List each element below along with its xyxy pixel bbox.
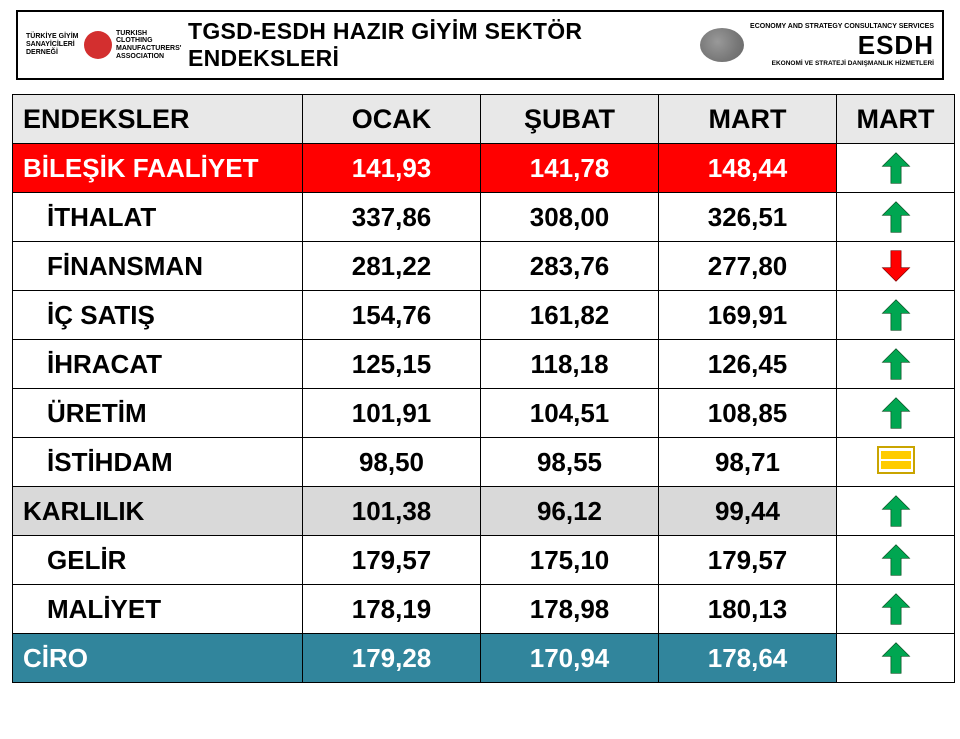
row-name: FİNANSMAN <box>13 242 303 291</box>
row-value: 148,44 <box>659 144 837 193</box>
row-name: ÜRETİM <box>13 389 303 438</box>
col-header: MART <box>659 95 837 144</box>
table-row: BİLEŞİK FAALİYET141,93141,78148,44 <box>13 144 955 193</box>
row-value: 178,64 <box>659 634 837 683</box>
col-header: ENDEKSLER <box>13 95 303 144</box>
table-row: İÇ SATIŞ154,76161,82169,91 <box>13 291 955 340</box>
left-logo-text-en: TURKISH CLOTHING MANUFACTURERS' ASSOCIAT… <box>116 30 174 61</box>
table-row: İHRACAT125,15118,18126,45 <box>13 340 955 389</box>
table-row: İSTİHDAM98,5098,5598,71 <box>13 438 955 487</box>
trend-cell <box>837 438 955 487</box>
trend-cell <box>837 193 955 242</box>
trend-cell <box>837 487 955 536</box>
row-value: 337,86 <box>303 193 481 242</box>
row-value: 98,71 <box>659 438 837 487</box>
up-arrow-icon <box>879 494 913 528</box>
row-name: MALİYET <box>13 585 303 634</box>
row-value: 283,76 <box>481 242 659 291</box>
up-arrow-icon <box>879 641 913 675</box>
table-row: MALİYET178,19178,98180,13 <box>13 585 955 634</box>
row-value: 141,78 <box>481 144 659 193</box>
row-value: 104,51 <box>481 389 659 438</box>
table-header-row: ENDEKSLER OCAK ŞUBAT MART MART <box>13 95 955 144</box>
table-row: İTHALAT337,86308,00326,51 <box>13 193 955 242</box>
table-row: GELİR179,57175,10179,57 <box>13 536 955 585</box>
row-value: 180,13 <box>659 585 837 634</box>
row-value: 96,12 <box>481 487 659 536</box>
col-header: ŞUBAT <box>481 95 659 144</box>
up-arrow-icon <box>879 298 913 332</box>
left-logo: TÜRKİYE GİYİM SANAYİCİLERİ DERNEĞİ TURKI… <box>26 30 174 61</box>
row-value: 179,57 <box>303 536 481 585</box>
table-row: FİNANSMAN281,22283,76277,80 <box>13 242 955 291</box>
table-row: KARLILIK101,3896,1299,44 <box>13 487 955 536</box>
left-logo-icon <box>84 31 112 59</box>
row-value: 98,55 <box>481 438 659 487</box>
right-logo-bottom: EKONOMİ VE STRATEJİ DANIŞMANLIK HİZMETLE… <box>772 60 934 67</box>
row-value: 126,45 <box>659 340 837 389</box>
row-value: 281,22 <box>303 242 481 291</box>
trend-cell <box>837 291 955 340</box>
up-arrow-icon <box>879 151 913 185</box>
row-name: İSTİHDAM <box>13 438 303 487</box>
globe-icon <box>700 28 744 62</box>
trend-cell <box>837 340 955 389</box>
row-value: 169,91 <box>659 291 837 340</box>
row-name: İÇ SATIŞ <box>13 291 303 340</box>
row-value: 125,15 <box>303 340 481 389</box>
row-value: 179,57 <box>659 536 837 585</box>
row-value: 277,80 <box>659 242 837 291</box>
left-logo-text-tr: TÜRKİYE GİYİM SANAYİCİLERİ DERNEĞİ <box>26 33 80 56</box>
col-header: OCAK <box>303 95 481 144</box>
row-value: 141,93 <box>303 144 481 193</box>
table-row: ÜRETİM101,91104,51108,85 <box>13 389 955 438</box>
row-name: İHRACAT <box>13 340 303 389</box>
flat-icon <box>877 446 915 474</box>
row-value: 175,10 <box>481 536 659 585</box>
row-value: 101,91 <box>303 389 481 438</box>
row-value: 154,76 <box>303 291 481 340</box>
row-name: KARLILIK <box>13 487 303 536</box>
up-arrow-icon <box>879 347 913 381</box>
row-value: 98,50 <box>303 438 481 487</box>
row-value: 326,51 <box>659 193 837 242</box>
trend-cell <box>837 634 955 683</box>
trend-cell <box>837 389 955 438</box>
down-arrow-icon <box>879 249 913 283</box>
row-value: 179,28 <box>303 634 481 683</box>
up-arrow-icon <box>879 396 913 430</box>
row-value: 178,19 <box>303 585 481 634</box>
header-bar: TÜRKİYE GİYİM SANAYİCİLERİ DERNEĞİ TURKI… <box>16 10 944 80</box>
col-header: MART <box>837 95 955 144</box>
page-title: TGSD-ESDH HAZIR GİYİM SEKTÖR ENDEKSLERİ <box>174 18 700 72</box>
row-value: 161,82 <box>481 291 659 340</box>
trend-cell <box>837 585 955 634</box>
row-value: 178,98 <box>481 585 659 634</box>
row-value: 118,18 <box>481 340 659 389</box>
trend-cell <box>837 144 955 193</box>
index-table: ENDEKSLER OCAK ŞUBAT MART MART BİLEŞİK F… <box>12 94 955 683</box>
row-value: 308,00 <box>481 193 659 242</box>
row-name: GELİR <box>13 536 303 585</box>
row-value: 170,94 <box>481 634 659 683</box>
row-name: İTHALAT <box>13 193 303 242</box>
row-value: 99,44 <box>659 487 837 536</box>
right-logo-brand: ESDH <box>858 31 934 60</box>
up-arrow-icon <box>879 200 913 234</box>
row-name: CİRO <box>13 634 303 683</box>
row-value: 108,85 <box>659 389 837 438</box>
trend-cell <box>837 536 955 585</box>
up-arrow-icon <box>879 592 913 626</box>
trend-cell <box>837 242 955 291</box>
table-row: CİRO179,28170,94178,64 <box>13 634 955 683</box>
right-logo: ECONOMY AND STRATEGY CONSULTANCY SERVICE… <box>700 23 934 66</box>
row-name: BİLEŞİK FAALİYET <box>13 144 303 193</box>
row-value: 101,38 <box>303 487 481 536</box>
up-arrow-icon <box>879 543 913 577</box>
